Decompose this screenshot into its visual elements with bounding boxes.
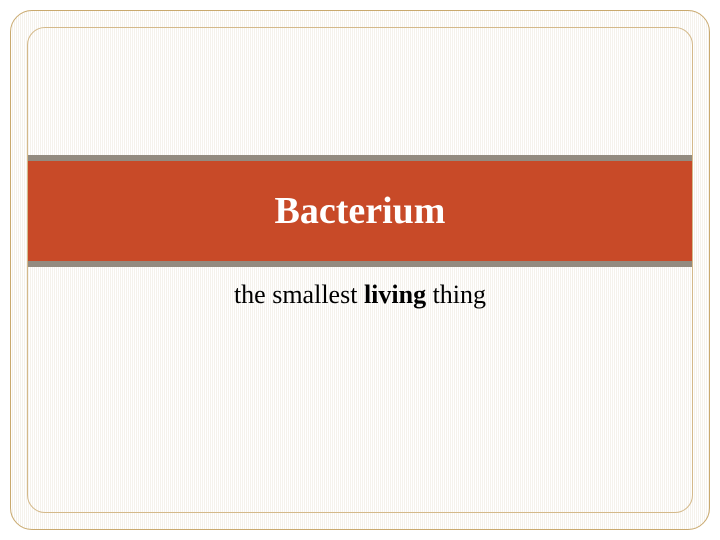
slide-subtitle: the smallest living thing [234, 280, 486, 309]
title-band: Bacterium [28, 161, 692, 261]
subtitle-pre: the smallest [234, 280, 364, 309]
subtitle-emphasis: living [364, 280, 426, 309]
slide-title: Bacterium [275, 189, 446, 233]
slide-inner-border: Bacterium the smallest living thing [27, 27, 693, 513]
subtitle-post: thing [426, 280, 486, 309]
slide-frame: Bacterium the smallest living thing [10, 10, 710, 530]
subtitle-area: the smallest living thing [28, 280, 692, 310]
